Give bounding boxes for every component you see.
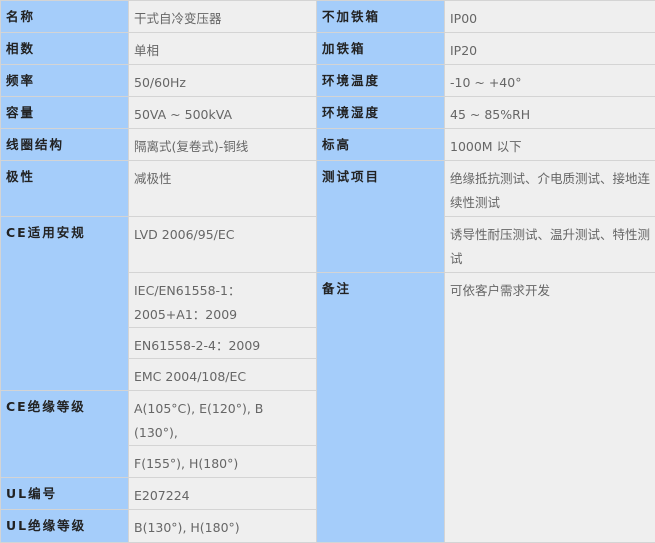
label-coil: 线圈结构 bbox=[1, 129, 129, 161]
value-phase: 单相 bbox=[129, 33, 317, 65]
value-remarks: 可依客户需求开发 bbox=[445, 273, 655, 543]
value-ce-en: EN61558-2-4：2009 bbox=[129, 328, 317, 359]
value-with-case: IP20 bbox=[445, 33, 655, 65]
label-altitude: 标高 bbox=[317, 129, 445, 161]
value-tests-1: 绝缘抵抗测试、介电质测试、接地连续性测试 bbox=[445, 161, 655, 217]
table-row: 名称 干式自冷变压器 不加铁箱 IP00 bbox=[1, 1, 655, 33]
label-polarity: 极性 bbox=[1, 161, 129, 217]
value-ce-insulation-1: A(105°C), E(120°), B (130°), bbox=[129, 391, 317, 446]
value-ul-number: E207224 bbox=[129, 478, 317, 510]
value-altitude: 1000M 以下 bbox=[445, 129, 655, 161]
value-ce-lvd: LVD 2006/95/EC bbox=[129, 217, 317, 273]
value-ul-insulation: B(130°), H(180°) bbox=[129, 510, 317, 543]
value-humidity: 45 ~ 85%RH bbox=[445, 97, 655, 129]
table-row: 线圈结构 隔离式(复卷式)-铜线 标高 1000M 以下 bbox=[1, 129, 655, 161]
label-ce-standards: CE适用安规 bbox=[1, 217, 129, 391]
value-frequency: 50/60Hz bbox=[129, 65, 317, 97]
value-tests-2: 诱导性耐压测试、温升测试、特性测试 bbox=[445, 217, 655, 273]
label-name: 名称 bbox=[1, 1, 129, 33]
value-coil: 隔离式(复卷式)-铜线 bbox=[129, 129, 317, 161]
label-phase: 相数 bbox=[1, 33, 129, 65]
value-name: 干式自冷变压器 bbox=[129, 1, 317, 33]
value-capacity: 50VA ~ 500kVA bbox=[129, 97, 317, 129]
label-frequency: 频率 bbox=[1, 65, 129, 97]
value-ce-emc: EMC 2004/108/EC bbox=[129, 359, 317, 391]
value-no-case: IP00 bbox=[445, 1, 655, 33]
table-row: 频率 50/60Hz 环境温度 -10 ~ +40° bbox=[1, 65, 655, 97]
value-temperature: -10 ~ +40° bbox=[445, 65, 655, 97]
label-ce-insulation: CE绝缘等级 bbox=[1, 391, 129, 478]
value-ce-insulation-2: F(155°), H(180°) bbox=[129, 446, 317, 478]
label-humidity: 环境湿度 bbox=[317, 97, 445, 129]
table-row: 相数 单相 加铁箱 IP20 bbox=[1, 33, 655, 65]
table-row: 容量 50VA ~ 500kVA 环境湿度 45 ~ 85%RH bbox=[1, 97, 655, 129]
label-capacity: 容量 bbox=[1, 97, 129, 129]
label-temperature: 环境温度 bbox=[317, 65, 445, 97]
value-polarity: 减极性 bbox=[129, 161, 317, 217]
label-remarks: 备注 bbox=[317, 273, 445, 543]
label-ul-number: UL编号 bbox=[1, 478, 129, 510]
value-ce-iec: IEC/EN61558-1：2005+A1：2009 bbox=[129, 273, 317, 328]
label-tests: 测试项目 bbox=[317, 161, 445, 273]
table-row: 极性 减极性 测试项目 绝缘抵抗测试、介电质测试、接地连续性测试 bbox=[1, 161, 655, 217]
label-ul-insulation: UL绝缘等级 bbox=[1, 510, 129, 543]
label-with-case: 加铁箱 bbox=[317, 33, 445, 65]
label-no-case: 不加铁箱 bbox=[317, 1, 445, 33]
